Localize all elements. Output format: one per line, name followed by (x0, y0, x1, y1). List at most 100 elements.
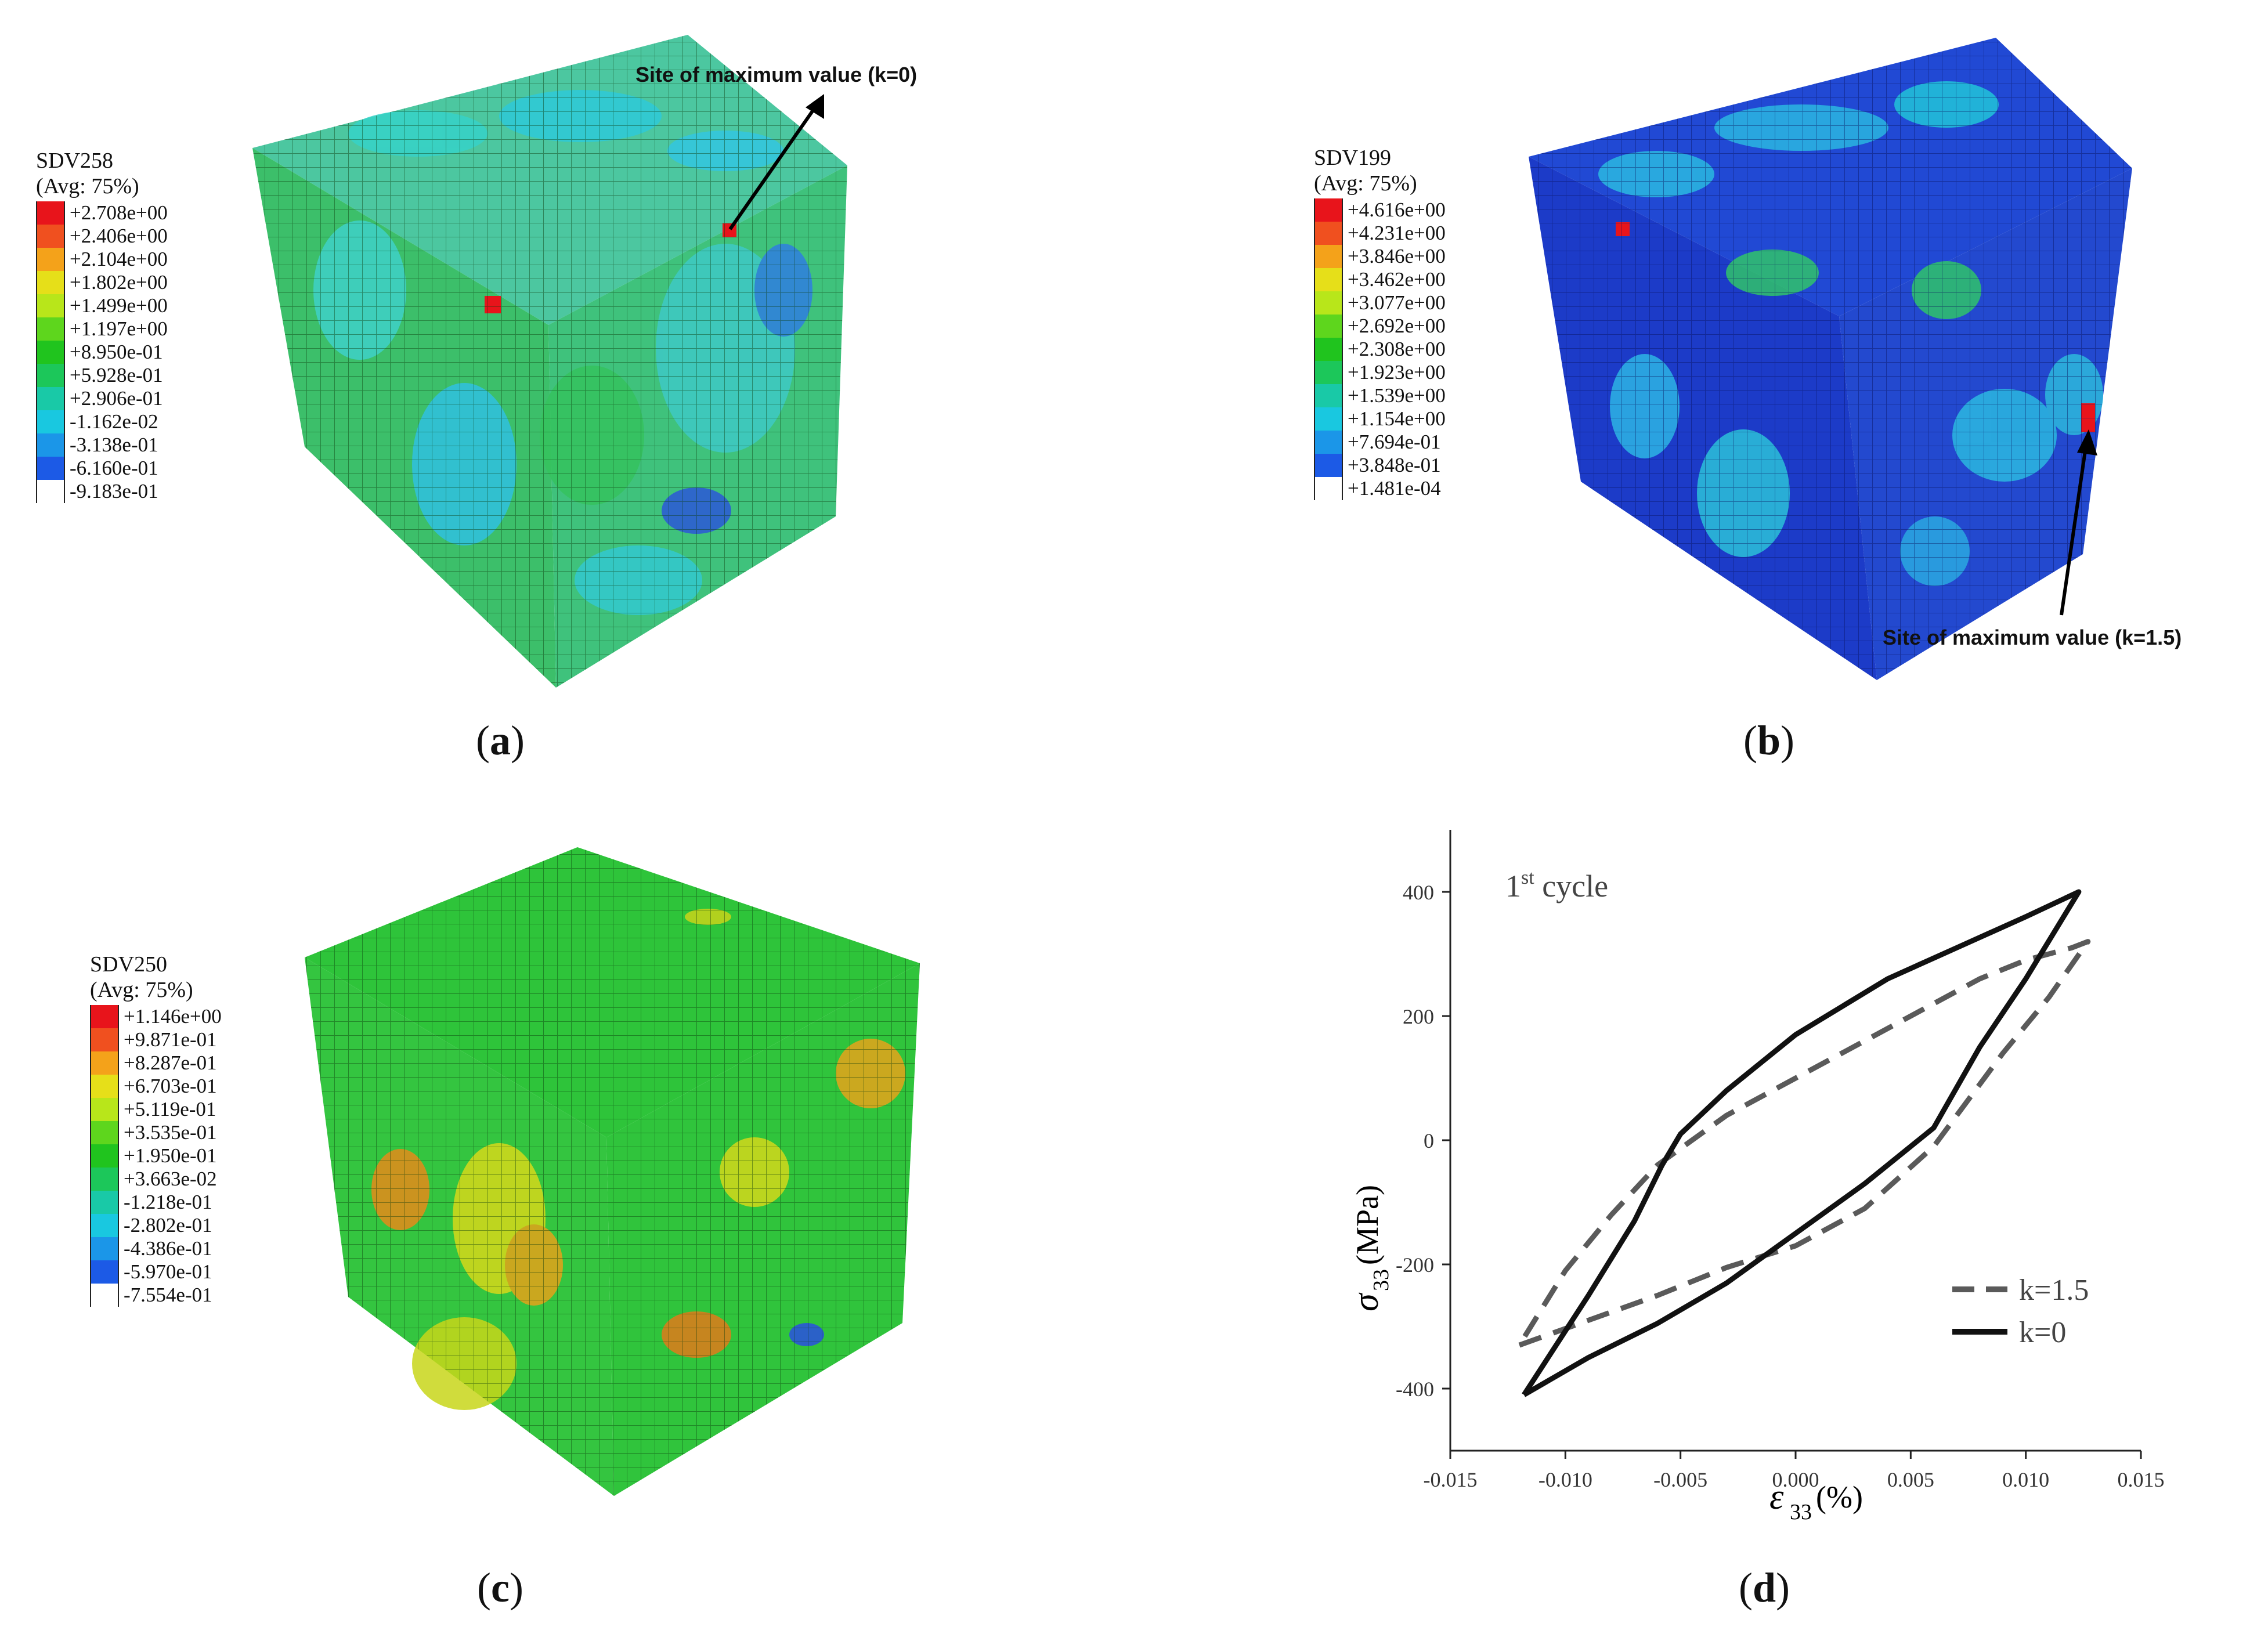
legend-color-swatch (90, 1075, 119, 1098)
legend-value: +1.539e+00 (1348, 384, 1446, 407)
panel-a: Site of maximum value (k=0) SDV258 (Avg:… (0, 0, 1134, 783)
legend-value: +2.906e-01 (70, 387, 163, 410)
y-tick-label: -200 (1396, 1253, 1434, 1277)
legend-entry: -5.970e-01 (90, 1260, 222, 1284)
legend-value: +3.535e-01 (124, 1121, 217, 1144)
legend-b: SDV199 (Avg: 75%) +4.616e+00 +4.231e+00 +3… (1314, 145, 1446, 500)
hysteresis-chart: -0.015 -0.010 -0.005 0.000 0.005 0.010 0.015 -4… (1346, 830, 2165, 1524)
y-tick-label: 400 (1403, 881, 1434, 904)
legend-color-swatch (1314, 245, 1343, 268)
legend-color-swatch (1314, 222, 1343, 245)
legend-color-swatch (36, 294, 65, 317)
legend-color-swatch (1314, 198, 1343, 222)
legend-label-k15: k=1.5 (2019, 1274, 2089, 1307)
legend-value: +1.950e-01 (124, 1144, 217, 1167)
legend-title-c: SDV250 (90, 952, 168, 977)
annotation-a: Site of maximum value (k=0) (635, 63, 918, 86)
legend-value: -1.218e-01 (124, 1191, 212, 1213)
legend-entry: +8.950e-01 (36, 341, 168, 364)
caption-d-letter: d (1752, 1564, 1776, 1611)
legend-color-swatch (90, 1237, 119, 1260)
chart-axes: -0.015 -0.010 -0.005 0.000 0.005 0.010 0.015 -4… (1396, 830, 2165, 1491)
legend-entry: +1.154e+00 (1314, 407, 1446, 431)
legend-color-swatch (36, 225, 65, 248)
legend-value: +3.848e-01 (1348, 454, 1441, 476)
legend-color-swatch (90, 1121, 119, 1144)
y-label-symbol: σ (1346, 1292, 1386, 1311)
legend-color-swatch (1314, 338, 1343, 361)
legend-value: -9.183e-01 (70, 480, 158, 503)
y-tick-label: 0 (1424, 1129, 1434, 1152)
legend-entry: +3.462e+00 (1314, 268, 1446, 291)
legend-color-swatch (36, 480, 65, 503)
legend-value: -1.162e-02 (70, 410, 158, 433)
legend-entry: -9.183e-01 (36, 480, 168, 503)
y-axis-label: σ 33 (MPa) (1346, 1185, 1393, 1311)
legend-entry: +3.848e-01 (1314, 454, 1446, 477)
legend-value: -6.160e-01 (70, 457, 158, 479)
annotation-b: Site of maximum value (k=1.5) (1883, 626, 2182, 649)
legend-color-swatch (90, 1191, 119, 1214)
legend-entry: +1.923e+00 (1314, 361, 1446, 384)
legend-color-swatch (90, 1051, 119, 1075)
legend-entry: +7.694e-01 (1314, 431, 1446, 454)
legend-value: -4.386e-01 (124, 1237, 212, 1260)
legend-entry: -1.218e-01 (90, 1191, 222, 1214)
legend-entry: +1.499e+00 (36, 294, 168, 317)
legend-c: SDV250 (Avg: 75%) +1.146e+00 +9.871e-01 +8… (90, 952, 222, 1307)
legend-value: -7.554e-01 (124, 1284, 212, 1306)
legend-value: -3.138e-01 (70, 433, 158, 456)
legend-value: +4.231e+00 (1348, 222, 1446, 244)
legend-value: +2.104e+00 (70, 248, 168, 270)
legend-value: +3.846e+00 (1348, 245, 1446, 268)
legend-entry: +3.846e+00 (1314, 245, 1446, 268)
legend-entry: +1.146e+00 (90, 1005, 222, 1028)
x-tick-label: 0.005 (1887, 1468, 1934, 1491)
legend-label-k0: k=0 (2019, 1316, 2066, 1349)
legend-value: -5.970e-01 (124, 1260, 212, 1283)
y-label-unit: (MPa) (1350, 1185, 1385, 1265)
legend-entry: +2.692e+00 (1314, 315, 1446, 338)
legend-entry: +2.406e+00 (36, 225, 168, 248)
legend-value: +5.119e-01 (124, 1098, 216, 1120)
caption-b: (b) (1743, 717, 1795, 764)
series-line-k15 (1517, 939, 2091, 1348)
legend-color-swatch (90, 1005, 119, 1028)
legend-subtitle-a: (Avg: 75%) (36, 174, 139, 198)
legend-color-swatch (90, 1144, 119, 1168)
legend-color-swatch (1314, 315, 1343, 338)
legend-value: +2.406e+00 (70, 225, 168, 247)
legend-value: +1.146e+00 (124, 1005, 222, 1028)
legend-color-swatch (90, 1028, 119, 1051)
chart-series (1517, 889, 2091, 1397)
y-tick-label: -400 (1396, 1378, 1434, 1401)
legend-color-swatch (1314, 407, 1343, 431)
legend-color-swatch (36, 201, 65, 225)
legend-color-swatch (1314, 477, 1343, 500)
legend-scale-c: +1.146e+00 +9.871e-01 +8.287e-01 +6.703e-01… (90, 1005, 222, 1307)
legend-entry: +8.287e-01 (90, 1051, 222, 1075)
legend-value: +3.077e+00 (1348, 291, 1446, 314)
cube-c (305, 847, 920, 1496)
legend-value: +5.928e-01 (70, 364, 163, 386)
legend-value: +2.692e+00 (1348, 315, 1446, 337)
caption-c-letter: c (490, 1564, 510, 1611)
legend-entry: +4.231e+00 (1314, 222, 1446, 245)
cube-a (252, 35, 847, 688)
caption-b-letter: b (1757, 717, 1781, 764)
x-tick-label: 0.000 (1772, 1468, 1819, 1491)
legend-entry: +5.119e-01 (90, 1098, 222, 1121)
legend-value: -2.802e-01 (124, 1214, 212, 1237)
legend-entry: +1.481e-04 (1314, 477, 1446, 500)
legend-value: +4.616e+00 (1348, 198, 1446, 221)
legend-value: +8.287e-01 (124, 1051, 217, 1074)
chart-legend: k=1.5 k=0 (1952, 1274, 2089, 1349)
legend-subtitle-c: (Avg: 75%) (90, 978, 193, 1002)
legend-color-swatch (1314, 384, 1343, 407)
legend-entry: +3.535e-01 (90, 1121, 222, 1144)
x-axis-label: ε 33 (%) (1769, 1477, 1863, 1524)
caption-a: (a) (476, 717, 525, 764)
y-label-sub: 33 (1369, 1269, 1393, 1291)
legend-title-b: SDV199 (1314, 146, 1392, 170)
x-tick-label: -0.015 (1424, 1468, 1478, 1491)
